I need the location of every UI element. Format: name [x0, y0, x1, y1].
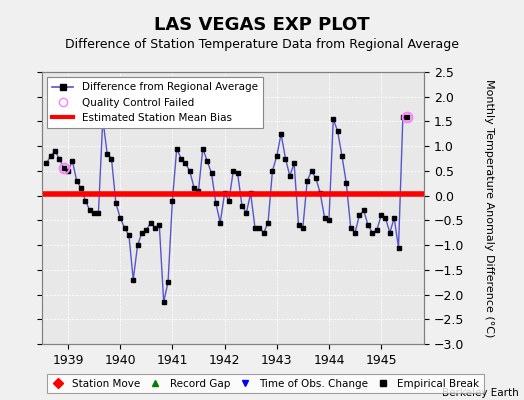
Legend: Difference from Regional Average, Quality Control Failed, Estimated Station Mean: Difference from Regional Average, Qualit… — [47, 77, 263, 128]
Text: Difference of Station Temperature Data from Regional Average: Difference of Station Temperature Data f… — [65, 38, 459, 51]
Text: Berkeley Earth: Berkeley Earth — [442, 388, 519, 398]
Text: LAS VEGAS EXP PLOT: LAS VEGAS EXP PLOT — [154, 16, 370, 34]
Y-axis label: Monthly Temperature Anomaly Difference (°C): Monthly Temperature Anomaly Difference (… — [484, 79, 494, 337]
Legend: Station Move, Record Gap, Time of Obs. Change, Empirical Break: Station Move, Record Gap, Time of Obs. C… — [47, 374, 484, 393]
